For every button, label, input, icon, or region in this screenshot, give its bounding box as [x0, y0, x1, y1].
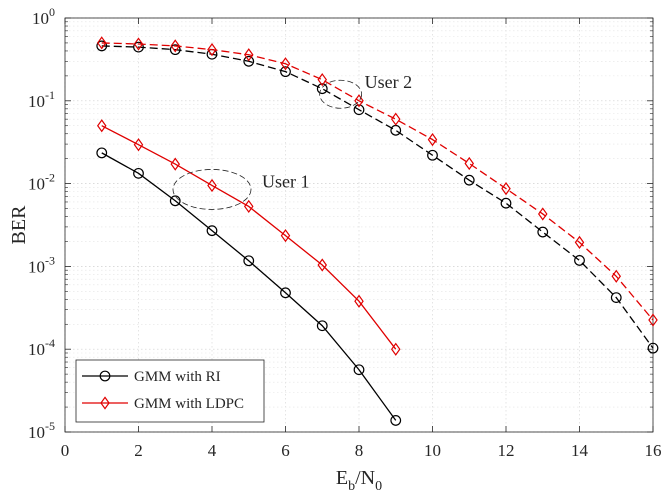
data-point	[169, 195, 181, 207]
series-line	[101, 125, 397, 350]
data-point	[280, 229, 291, 243]
data-point	[96, 36, 107, 50]
data-point	[133, 138, 144, 152]
data-point	[611, 269, 622, 283]
data-point	[133, 37, 144, 51]
user1-label: User 1	[262, 171, 310, 191]
data-point	[280, 287, 291, 299]
user2-ellipse	[319, 79, 363, 109]
legend-entry: GMM with LDPC	[82, 396, 244, 412]
legend-marker	[99, 370, 111, 382]
series-1	[96, 119, 401, 356]
x-axis-label: Eb/N0	[336, 467, 382, 494]
data-point	[537, 226, 549, 238]
series-2	[96, 40, 659, 354]
user2-label: User 2	[365, 72, 413, 92]
x-tick-label: 10	[424, 441, 441, 460]
data-point	[354, 94, 364, 108]
data-point	[427, 149, 438, 161]
data-point	[353, 364, 365, 376]
data-point	[317, 73, 328, 87]
data-point	[96, 40, 108, 52]
data-point	[647, 342, 659, 354]
data-point	[501, 181, 511, 196]
x-tick-label: 6	[281, 441, 290, 460]
data-point	[170, 39, 181, 53]
y-tick-label: 10-5	[28, 419, 55, 442]
data-point	[390, 415, 402, 426]
legend-entry: GMM with RI	[82, 369, 221, 385]
data-point	[317, 258, 328, 272]
data-point	[464, 156, 475, 171]
legend: GMM with RI GMM with LDPC	[75, 359, 265, 423]
series-3	[96, 36, 658, 327]
data-point	[133, 41, 144, 53]
data-point	[390, 124, 402, 136]
data-point	[96, 147, 108, 159]
data-point	[537, 207, 548, 221]
x-tick-label: 4	[208, 441, 217, 460]
data-point	[169, 44, 181, 56]
series-0	[96, 147, 402, 426]
data-point	[390, 342, 401, 356]
data-point	[353, 104, 365, 116]
series-line	[101, 152, 397, 421]
data-point	[463, 174, 475, 186]
y-tick-label: 100	[32, 5, 55, 28]
data-point	[243, 199, 254, 214]
y-axis-label: BER	[8, 205, 30, 245]
data-point	[207, 42, 217, 57]
legend-marker	[100, 396, 110, 410]
data-point	[96, 119, 107, 133]
data-point	[648, 313, 658, 327]
legend-box	[75, 359, 265, 423]
data-point	[280, 57, 291, 71]
y-tick-label: 10-3	[28, 253, 55, 276]
data-point	[427, 132, 438, 147]
data-point	[170, 157, 181, 171]
series-lines	[96, 36, 659, 426]
data-point	[390, 112, 401, 126]
annotations: User 1 User 2	[172, 72, 413, 210]
data-point	[574, 255, 585, 266]
x-tick-label: 2	[134, 441, 143, 460]
data-point	[354, 294, 364, 308]
data-point	[133, 167, 144, 179]
y-tick-label: 10-2	[28, 171, 55, 194]
series-line	[101, 45, 654, 349]
data-point	[243, 55, 255, 67]
data-point	[316, 83, 328, 95]
axis-ticks: 0 2 4 6 8 10 12 14 16 10-5 10-4 10-3 10-2 10-1 100	[28, 5, 662, 460]
legend-label: GMM with RI	[134, 369, 221, 385]
data-point	[206, 225, 218, 237]
y-tick-label: 10-1	[28, 88, 55, 111]
data-point	[610, 292, 622, 303]
data-point	[574, 235, 585, 250]
x-tick-label: 14	[571, 441, 589, 460]
data-point	[316, 320, 328, 332]
data-point	[500, 197, 512, 209]
x-tick-label: 16	[645, 441, 662, 460]
x-tick-label: 0	[61, 441, 70, 460]
data-point	[207, 178, 217, 193]
user1-ellipse	[172, 169, 252, 210]
x-tick-label: 8	[355, 441, 364, 460]
legend-label: GMM with LDPC	[134, 396, 244, 412]
data-point	[243, 48, 254, 62]
x-tick-label: 12	[498, 441, 515, 460]
data-point	[280, 66, 291, 78]
data-point	[243, 255, 255, 267]
y-tick-label: 10-4	[28, 336, 55, 359]
series-line	[101, 42, 654, 321]
